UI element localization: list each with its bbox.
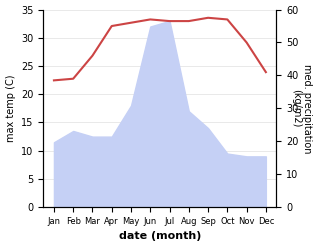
X-axis label: date (month): date (month): [119, 231, 201, 242]
Y-axis label: med. precipitation
(kg/m2): med. precipitation (kg/m2): [291, 64, 313, 153]
Y-axis label: max temp (C): max temp (C): [5, 75, 16, 142]
